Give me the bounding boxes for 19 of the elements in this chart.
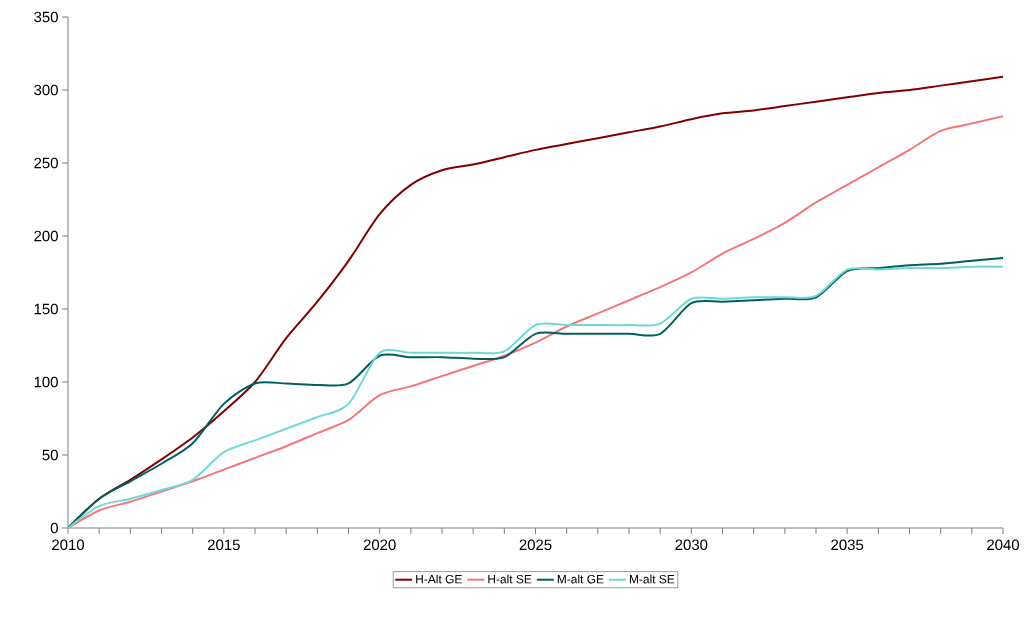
y-tick-label: 50 bbox=[42, 449, 58, 461]
legend-label: M-alt SE bbox=[629, 574, 675, 584]
y-tick-label: 0 bbox=[50, 522, 58, 534]
legend-label: H-Alt GE bbox=[416, 574, 462, 584]
y-tick-label: 250 bbox=[34, 157, 58, 169]
x-tick-label: 2010 bbox=[52, 539, 85, 551]
x-tick-label: 2025 bbox=[519, 539, 552, 551]
x-tick-label: 2040 bbox=[987, 539, 1020, 551]
y-tick-label: 350 bbox=[34, 11, 58, 23]
legend-label: M-alt GE bbox=[557, 574, 604, 584]
x-tick-label: 2030 bbox=[675, 539, 708, 551]
x-tick-label: 2035 bbox=[831, 539, 864, 551]
y-tick-label: 200 bbox=[34, 230, 58, 242]
x-tick-label: 2015 bbox=[207, 539, 240, 551]
x-tick-label: 2020 bbox=[363, 539, 396, 551]
y-tick-label: 300 bbox=[34, 84, 58, 96]
legend-label: H-alt SE bbox=[488, 574, 532, 584]
y-tick-label: 150 bbox=[34, 303, 58, 315]
y-tick-label: 100 bbox=[34, 376, 58, 388]
